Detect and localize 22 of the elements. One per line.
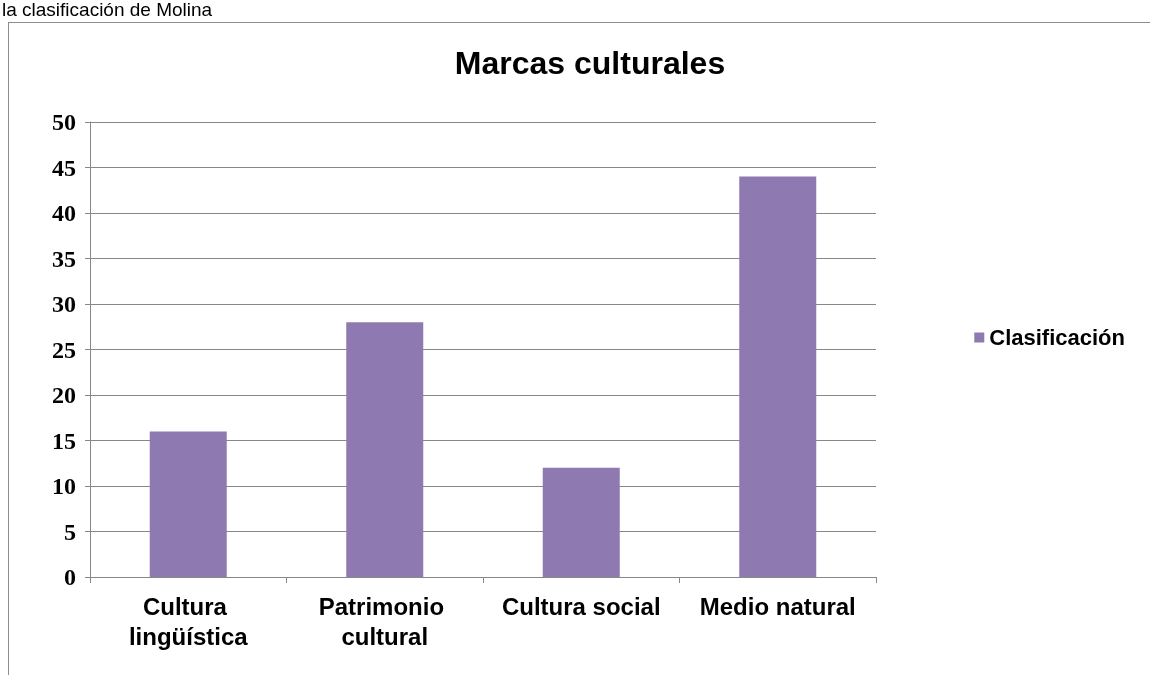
x-tick-label: Cultura social — [501, 592, 661, 620]
bar — [149, 431, 227, 577]
y-tick-label: 50 — [52, 109, 76, 135]
y-tick-label: 25 — [52, 336, 76, 363]
y-tick-label: 40 — [52, 200, 76, 226]
bar — [542, 467, 620, 577]
bar — [739, 176, 817, 577]
x-tick-label: Cultura lingüística — [128, 592, 249, 650]
text: la clasificación de Molina — [2, 0, 213, 20]
y-tick-label: 30 — [52, 291, 76, 317]
y-tick-label: 0 — [64, 564, 76, 590]
y-tick-label: 10 — [52, 473, 76, 499]
chart-title: Marcas culturales — [454, 45, 726, 81]
y-tick-label: 20 — [52, 382, 76, 408]
x-tick-label: Patrimonio cultural — [318, 592, 451, 650]
y-tick-label: 35 — [52, 245, 76, 272]
legend-label: Clasificación — [989, 325, 1125, 350]
y-tick-label: 15 — [52, 427, 76, 454]
y-tick-label: 5 — [64, 518, 76, 545]
bar — [346, 322, 424, 577]
x-tick-label: Medio natural — [699, 592, 856, 620]
y-tick-label: 45 — [52, 154, 76, 181]
